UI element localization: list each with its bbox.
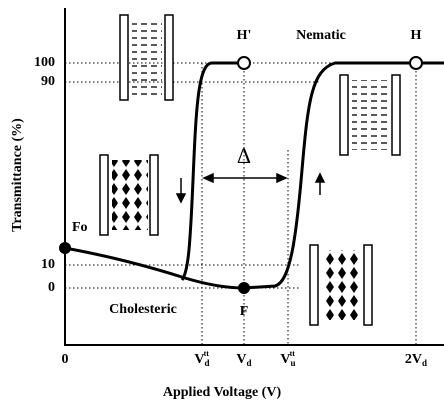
point-h [409,56,423,70]
tick-part: 2V [405,352,422,367]
tick-part: d [422,358,427,368]
x-ticks: 0 Vdtt Vd Vutt 2Vd [62,349,428,368]
label-delta: Δ [237,143,251,168]
cell-icon [99,154,159,236]
tick-part: tt [204,349,210,358]
x-tick-label: 0 [62,352,69,367]
tick-part: tt [290,349,296,358]
tick-part: d [205,358,210,368]
tick-part: V [280,352,290,367]
point-f [238,282,250,294]
y-tick-label: 90 [41,74,55,89]
label-nematic: Nematic [296,28,346,43]
tick-part: u [291,358,296,368]
cell-icon [309,244,373,326]
y-tick-label: 100 [34,55,55,70]
label-h: H [411,28,422,43]
guides [65,62,444,345]
cell-icon [339,74,401,156]
tick-part: V [194,352,204,367]
upper-curve [180,61,244,281]
delta-arrow [202,172,288,184]
x-tick-label: Vd [236,352,251,368]
y-axis-label: Transmittance (%) [10,118,25,232]
label-cholesteric: Cholesteric [109,302,177,317]
x-tick-label: Vutt [280,349,295,368]
lower-curve [64,61,444,290]
point-fo [59,242,71,254]
cell-icon [119,14,174,101]
x-tick-label: Vdtt [194,349,209,368]
label-fo: Fo [72,220,88,235]
label-f: F [240,304,249,319]
tick-part: d [247,358,252,368]
y-tick-label: 10 [41,257,55,272]
direction-arrows [175,172,326,204]
axes [64,8,444,346]
label-h-prime: H' [237,28,252,43]
x-axis-label: Applied Voltage (V) [163,385,282,400]
x-tick-label: 2Vd [405,352,427,368]
tick-part: 0 [62,352,69,367]
tick-part: V [236,352,246,367]
point-h-prime [237,56,251,70]
y-tick-label: 0 [48,280,55,295]
